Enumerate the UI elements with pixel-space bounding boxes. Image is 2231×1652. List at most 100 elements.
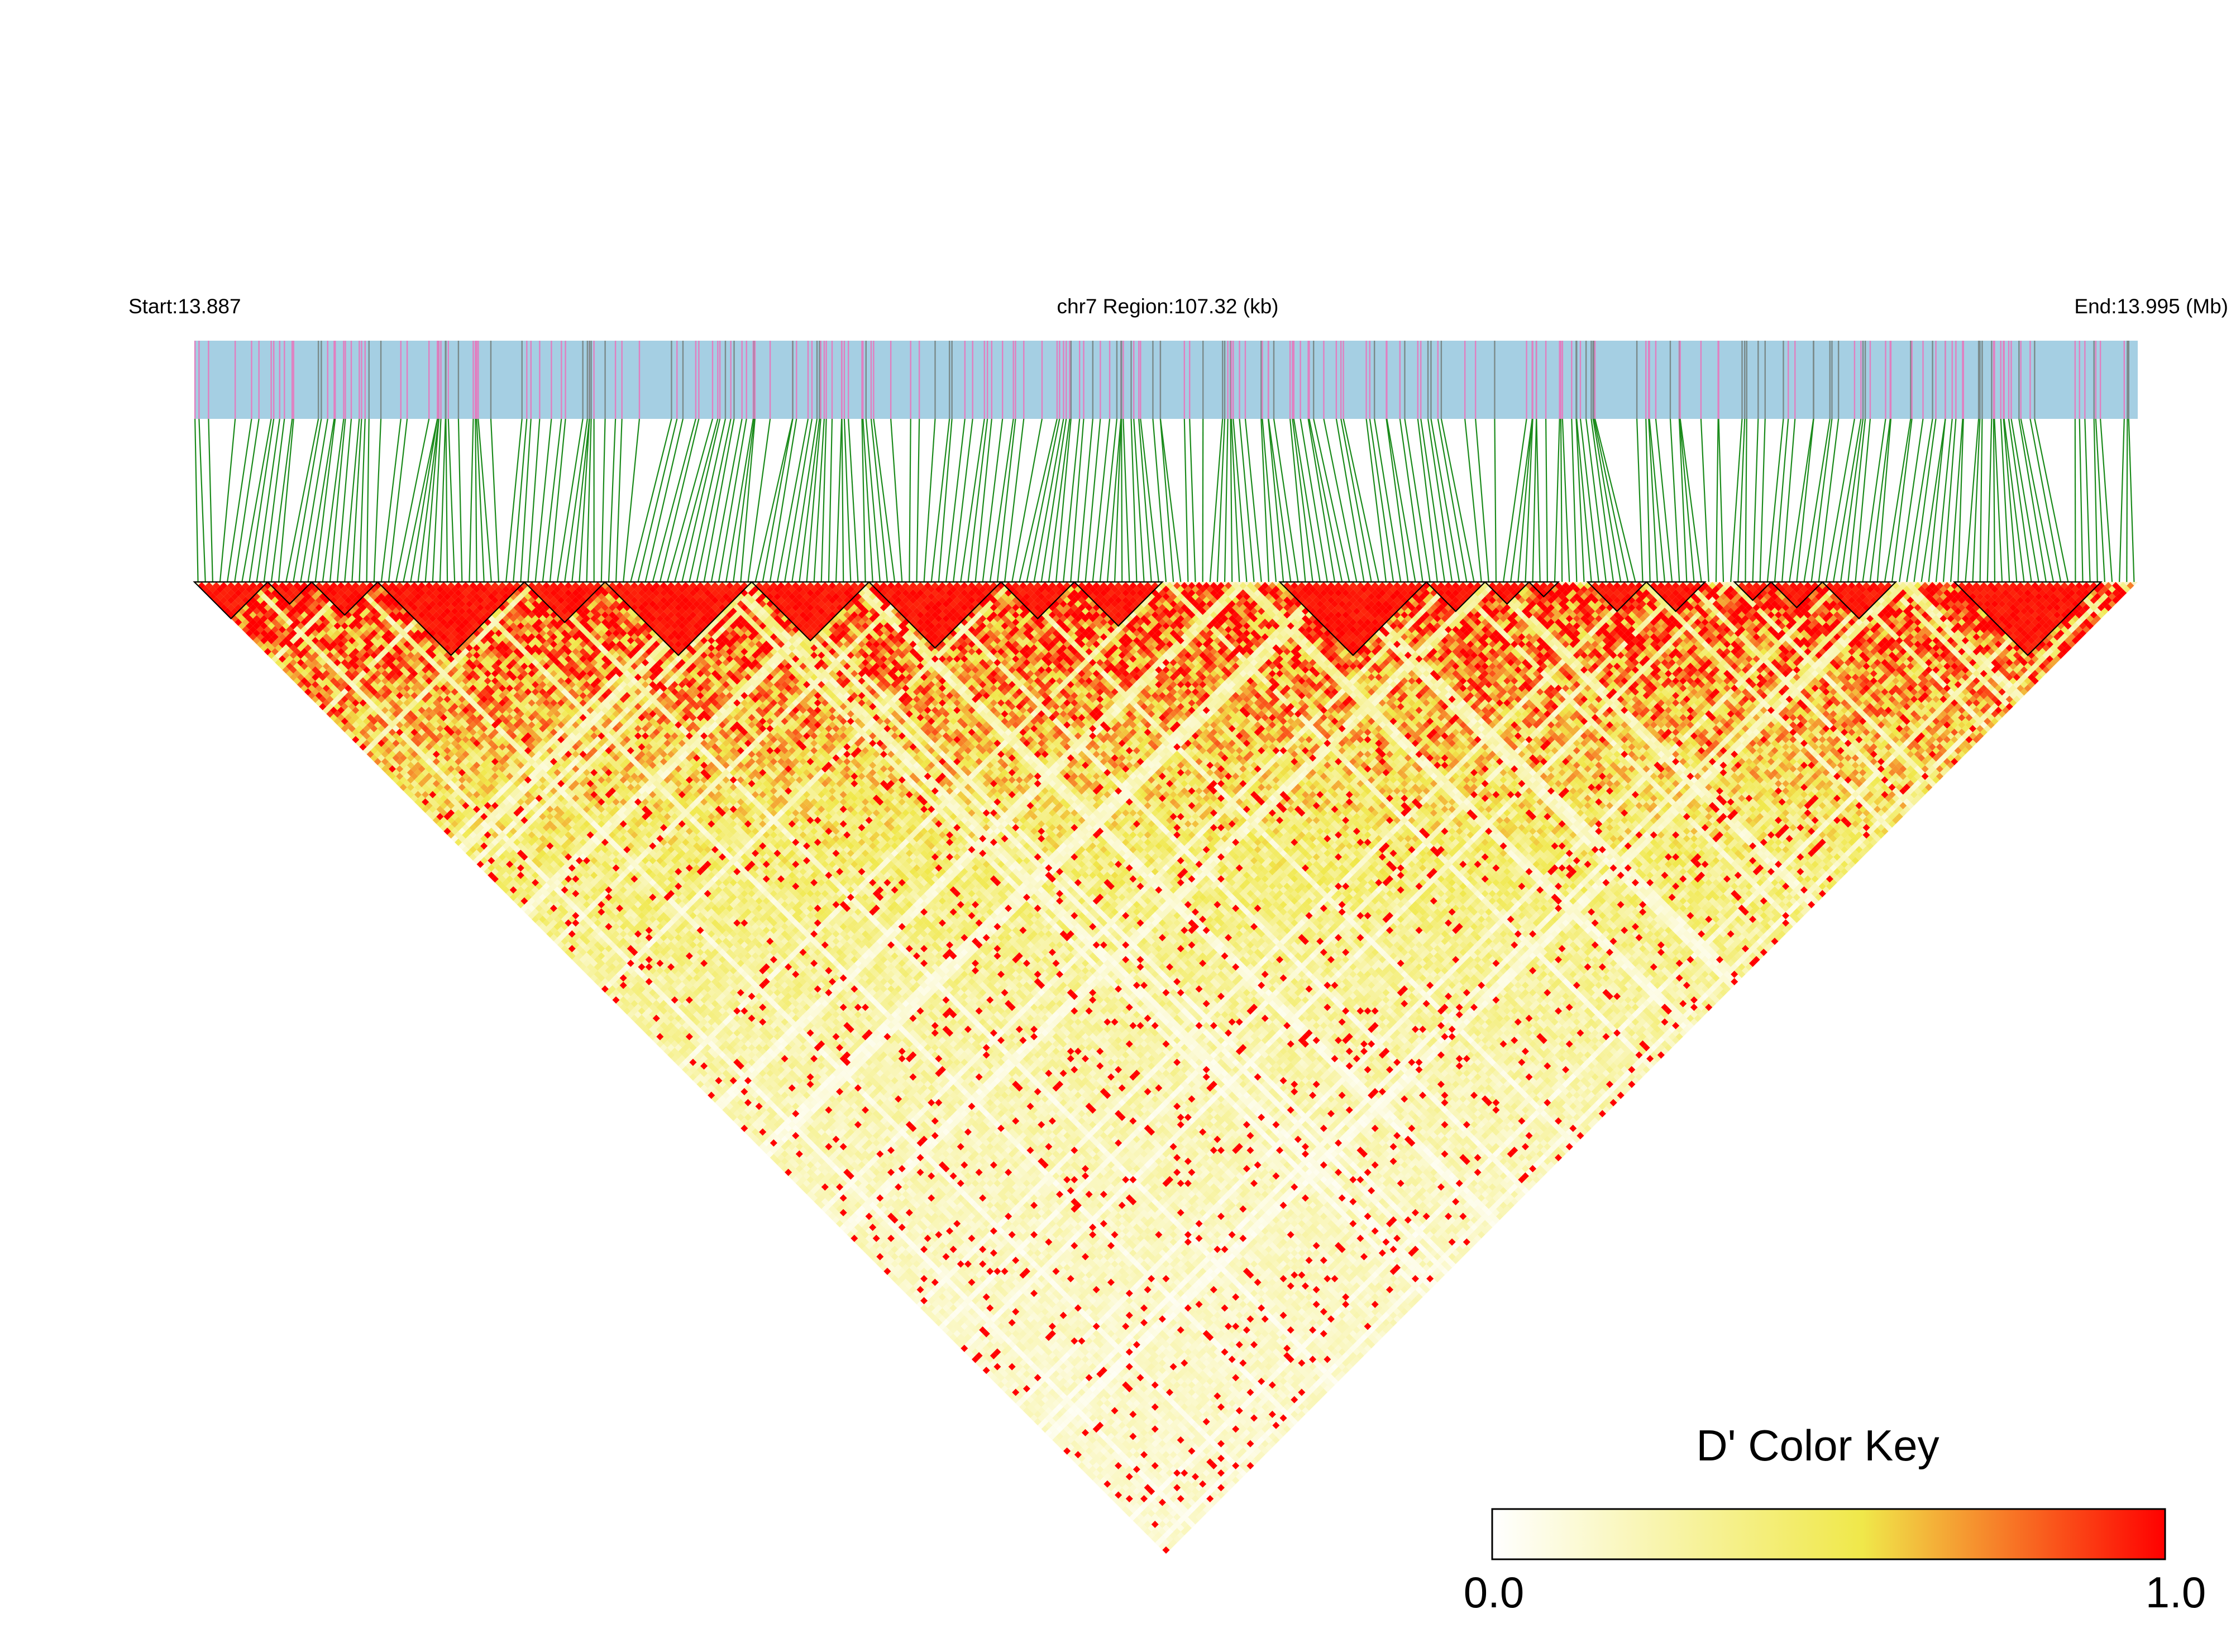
- snp-connector-line: [1123, 419, 1129, 582]
- snp-connector-line: [227, 419, 251, 582]
- snp-connector-line: [909, 419, 910, 582]
- snp-connector-line: [2075, 419, 2076, 582]
- snp-connector-line: [1994, 419, 1995, 582]
- snp-connector-line: [475, 419, 476, 582]
- ld-heatmap-triangle: [194, 582, 2138, 1554]
- snp-connector-line: [1245, 419, 1262, 582]
- snp-connector-line: [1268, 419, 1283, 582]
- snp-connector-line: [1428, 419, 1452, 582]
- snp-connector-line: [1804, 419, 1829, 582]
- snp-connector-line: [990, 419, 1014, 582]
- snp-connector-line: [1841, 419, 1863, 582]
- snp-connector-line: [249, 419, 274, 582]
- snp-connector-line: [873, 419, 895, 582]
- snp-connector-line: [2119, 419, 2124, 582]
- snp-connector-line: [1313, 419, 1349, 582]
- snp-connector-line: [689, 419, 725, 582]
- snp-connector-line: [2021, 419, 2053, 582]
- snp-connector-lines: [195, 419, 2134, 582]
- snp-connector-line: [616, 419, 622, 582]
- snp-connector-line: [1870, 419, 1890, 582]
- snp-connector-line: [1745, 419, 1746, 582]
- snp-connector-line: [1367, 419, 1386, 582]
- region-start-label: Start:13.887: [128, 295, 241, 318]
- snp-connector-line: [1536, 419, 1540, 582]
- snp-connector-line: [1591, 419, 1613, 582]
- snp-connector-line: [953, 419, 973, 582]
- snp-connector-line: [2080, 419, 2083, 582]
- snp-connector-line: [446, 419, 447, 582]
- snp-connector-line: [1189, 419, 1195, 582]
- snp-connector-line: [1475, 419, 1489, 582]
- snp-connector-line: [2034, 419, 2068, 582]
- snp-connector-line: [1341, 419, 1371, 582]
- snp-connector-line: [491, 419, 499, 582]
- snp-connector-line: [2019, 419, 2046, 582]
- snp-connector-line: [711, 419, 742, 582]
- snp-connector-line: [924, 419, 935, 582]
- snp-connector-line: [1731, 419, 1742, 582]
- snp-connector-line: [1760, 419, 1765, 582]
- snp-connector-line: [1421, 419, 1445, 582]
- snp-connector-line: [601, 419, 605, 582]
- snp-connector-line: [374, 419, 381, 582]
- snp-connector-line: [293, 419, 321, 582]
- snp-connector-line: [2100, 419, 2112, 582]
- snp-connector-line: [675, 419, 718, 582]
- snp-connector-line: [1225, 419, 1228, 582]
- snp-connector-line: [367, 419, 369, 582]
- snp-connector-line: [199, 419, 205, 582]
- snp-connector-line: [638, 419, 677, 582]
- snp-position-track: [194, 341, 2138, 419]
- snp-connector-line: [1086, 419, 1101, 582]
- snp-connector-line: [1555, 419, 1560, 582]
- snp-connector-line: [440, 419, 446, 582]
- snp-connector-line: [1012, 419, 1042, 582]
- region-end-label: End:13.995 (Mb): [2074, 295, 2228, 318]
- snp-connector-line: [1716, 419, 1718, 582]
- snp-connector-line: [1863, 419, 1886, 582]
- snp-connector-line: [891, 419, 902, 582]
- snp-connector-line: [458, 419, 462, 582]
- snp-connector-line: [1005, 419, 1024, 582]
- snp-connector-line: [1561, 419, 1562, 582]
- snp-connector-line: [1078, 419, 1092, 582]
- snp-connector-line: [1546, 419, 1547, 582]
- snp-connector-line: [1797, 419, 1813, 582]
- snp-connector-line: [195, 419, 198, 582]
- snp-connector-line: [1929, 419, 1946, 582]
- snp-connector-line: [2129, 419, 2134, 582]
- snp-connector-line: [1240, 419, 1254, 582]
- snp-connector-line: [1418, 419, 1437, 582]
- snp-connector-line: [1563, 419, 1569, 582]
- snp-connector-line: [1121, 419, 1122, 582]
- snp-connector-line: [842, 419, 844, 582]
- snp-connector-line: [1308, 419, 1335, 582]
- snp-connector-line: [609, 419, 615, 582]
- snp-connector-line: [1115, 419, 1121, 582]
- snp-connector-line: [1404, 419, 1430, 582]
- snp-connector-line: [1093, 419, 1110, 582]
- snp-connector-line: [1274, 419, 1298, 582]
- snp-connector-line: [469, 419, 473, 582]
- snp-connector-line: [448, 419, 455, 582]
- snp-connector-line: [1441, 419, 1474, 582]
- snp-connector-line: [1980, 419, 1982, 582]
- snp-connector-line: [1738, 419, 1745, 582]
- snp-connector-line: [836, 419, 842, 582]
- snp-connector-line: [1650, 419, 1665, 582]
- snp-connector-line: [1719, 419, 1723, 582]
- snp-connector-line: [1637, 419, 1642, 582]
- snp-connector-line: [557, 419, 583, 582]
- snp-connector-line: [1494, 419, 1496, 582]
- snp-connector-line: [208, 419, 212, 582]
- snp-connector-line: [1892, 419, 1912, 582]
- snp-connector-line: [418, 419, 439, 582]
- snp-connector-line: [1231, 419, 1232, 582]
- snp-connector-line: [1042, 419, 1067, 582]
- snp-connector-line: [1184, 419, 1188, 582]
- snp-connector-line: [1656, 419, 1672, 582]
- snp-connector-line: [1056, 419, 1071, 582]
